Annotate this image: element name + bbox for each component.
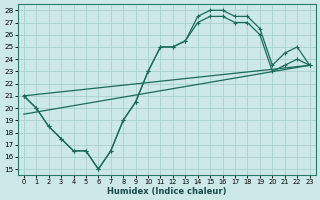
X-axis label: Humidex (Indice chaleur): Humidex (Indice chaleur) bbox=[107, 187, 227, 196]
